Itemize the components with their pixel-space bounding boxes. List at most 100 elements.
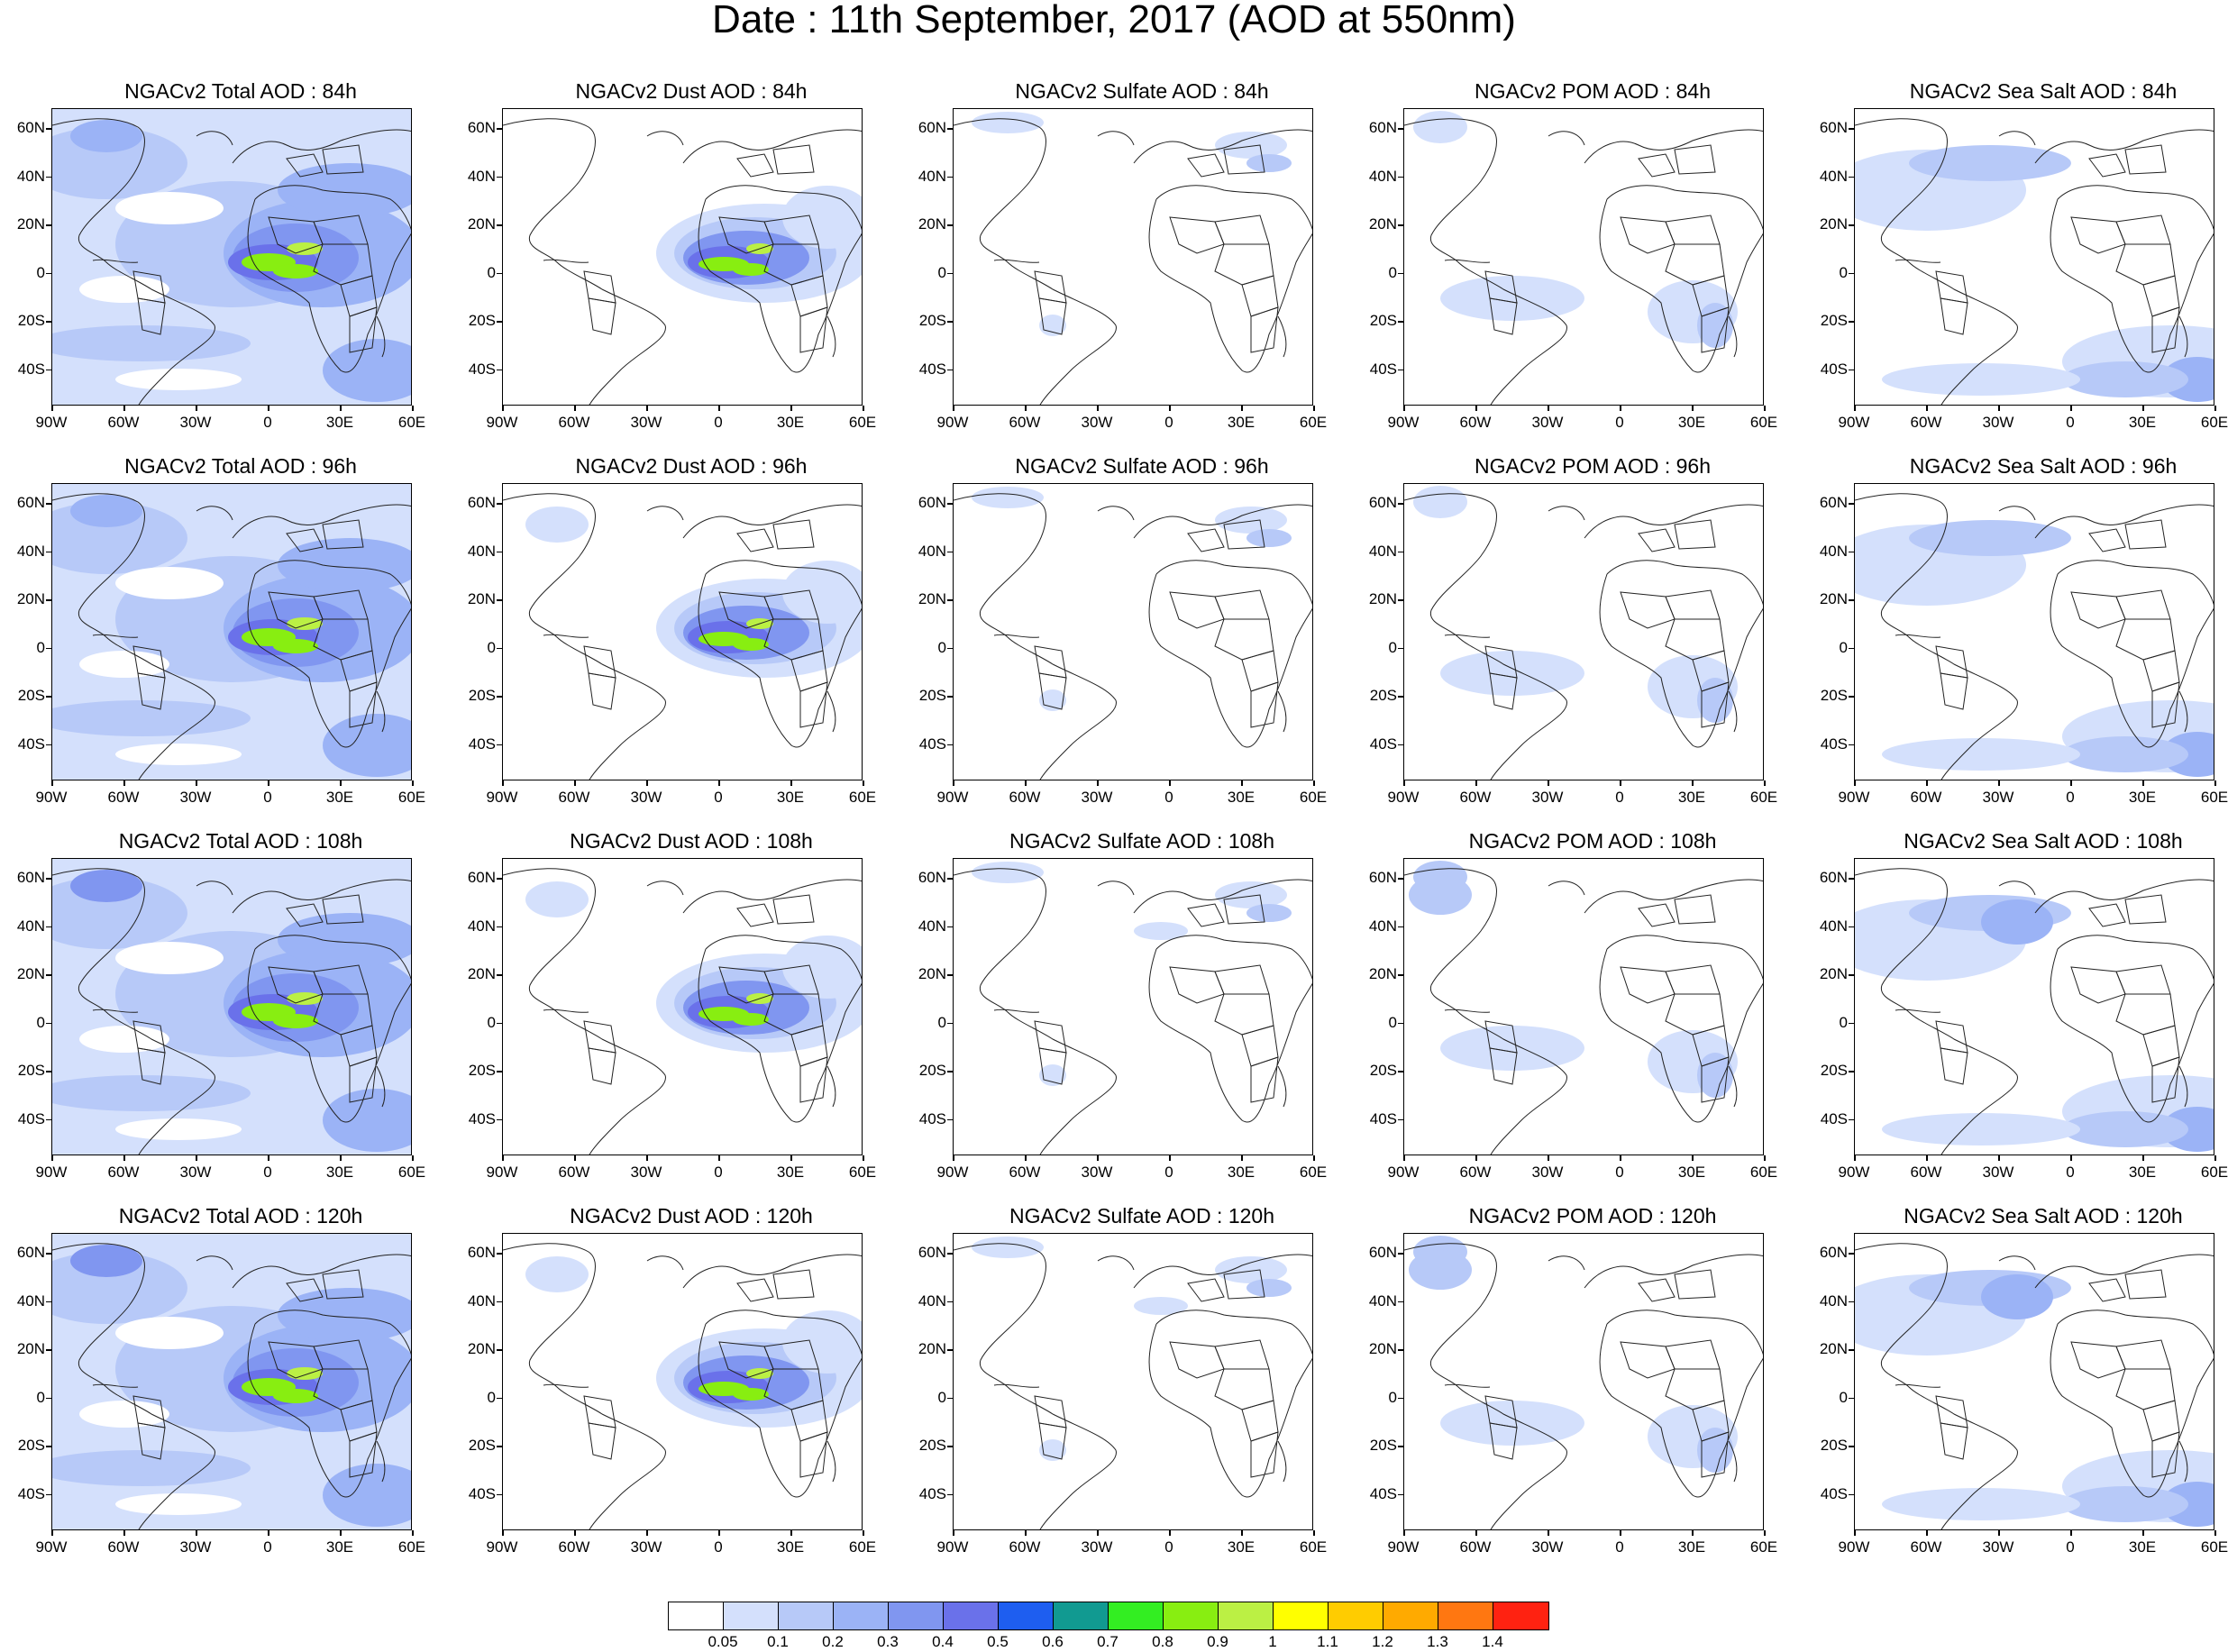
coastline-outline	[2124, 144, 2167, 175]
coastline-outline	[1584, 879, 1763, 914]
coastline-outline	[286, 903, 324, 927]
latitude-tick	[1849, 1253, 1854, 1255]
longitude-tick	[790, 1530, 792, 1536]
longitude-label: 90W	[486, 1538, 518, 1556]
aod-contour-region	[323, 1464, 411, 1527]
coastline-outline	[2070, 591, 2126, 629]
colorbar-label: 0.9	[1207, 1633, 1228, 1650]
coastline-outline	[1169, 591, 1225, 629]
map-panel: NGACv2 Sulfate AOD : 84h 60N 40N 20N 0 20S 40S…	[901, 79, 1352, 451]
aod-contour-region	[79, 1401, 169, 1428]
longitude-label: 0	[2066, 789, 2075, 806]
longitude-tick	[51, 780, 53, 786]
latitude-tick	[46, 1397, 51, 1399]
panel-title: NGACv2 Sulfate AOD : 108h	[1009, 829, 1275, 853]
longitude-label: 60E	[1299, 1164, 1328, 1181]
map-panel: NGACv2 Sea Salt AOD : 84h 60N 40N 20N 0 20S 40…	[1803, 79, 2228, 451]
longitude-tick	[646, 780, 648, 786]
longitude-label: 30W	[1531, 789, 1564, 806]
latitude-tick	[1849, 1071, 1854, 1072]
latitude-tick	[1849, 878, 1854, 880]
latitude-tick	[947, 974, 953, 976]
coastline-outline	[1223, 1269, 1265, 1300]
aod-contour-region	[1246, 904, 1292, 922]
coastline-outline	[682, 879, 862, 914]
longitude-tick	[1926, 780, 1928, 786]
latitude-label: 60N	[1368, 494, 1397, 511]
aod-contour-region	[525, 507, 589, 543]
coastline-outline	[1241, 1025, 1279, 1067]
latitude-tick	[1849, 176, 1854, 178]
latitude-label: 20S	[468, 1062, 496, 1079]
aod-contour-region	[52, 700, 251, 736]
map-plot-area	[1854, 1233, 2214, 1530]
longitude-label: 60W	[1009, 414, 1041, 431]
panel-title: NGACv2 Sulfate AOD : 120h	[1009, 1204, 1275, 1228]
longitude-label: 30W	[1531, 1164, 1564, 1181]
longitude-label: 60E	[1299, 1538, 1328, 1556]
latitude-label: 40S	[468, 360, 496, 378]
longitude-tick	[1097, 1530, 1099, 1536]
coastline-outline	[1241, 650, 1279, 692]
colorbar-label: 1	[1268, 1633, 1277, 1650]
aod-contour-region	[782, 561, 862, 624]
latitude-label: 20N	[918, 215, 946, 233]
latitude-tick	[46, 1301, 51, 1302]
longitude-tick	[1998, 1155, 2000, 1161]
longitude-label: 30W	[179, 789, 212, 806]
longitude-tick	[1548, 1530, 1549, 1536]
latitude-label: 40N	[16, 917, 45, 935]
aod-field-map	[503, 118, 862, 405]
longitude-label: 30W	[1081, 789, 1113, 806]
coastline-outline	[1638, 1278, 1676, 1302]
coastline-outline	[736, 1278, 774, 1302]
coastline-outline	[698, 573, 862, 748]
latitude-tick	[1849, 1493, 1854, 1495]
longitude-label: 60W	[558, 414, 590, 431]
coastline-outline	[52, 1243, 215, 1529]
map-plot-area	[502, 1233, 863, 1530]
latitude-label: 40S	[918, 1484, 946, 1502]
aod-contour-region	[1215, 1256, 1287, 1283]
longitude-tick	[502, 406, 504, 411]
longitude-label: 60W	[1910, 1538, 1942, 1556]
coastline-outline	[247, 948, 411, 1123]
latitude-label: 0	[487, 263, 496, 281]
aod-contour-region	[1882, 1488, 2080, 1520]
latitude-label: 20N	[16, 965, 45, 982]
longitude-label: 30W	[1531, 414, 1564, 431]
latitude-tick	[947, 503, 953, 505]
colorbar-labels: 0.05 0.1 0.2 0.3 0.4 0.5 0.6 0.7 0.8 0.9 1 1.1 1.2 1.…	[668, 1634, 1560, 1652]
latitude-tick	[46, 599, 51, 601]
coastline-outline	[2050, 198, 2214, 373]
longitude-label: 60E	[2200, 1164, 2228, 1181]
latitude-label: 20N	[1819, 1340, 1848, 1357]
coastline-outline	[1940, 1047, 1968, 1085]
latitude-label: 20N	[16, 1340, 45, 1357]
longitude-label: 0	[1615, 1164, 1624, 1181]
coastline-outline	[799, 1431, 828, 1478]
latitude-tick	[1849, 696, 1854, 698]
longitude-label: 60E	[397, 789, 426, 806]
aod-contour-region	[278, 913, 411, 967]
aod-contour-region	[1882, 738, 2080, 771]
longitude-tick	[646, 1155, 648, 1161]
longitude-label: 60W	[1009, 789, 1041, 806]
latitude-tick	[947, 1118, 953, 1120]
latitude-tick	[947, 272, 953, 274]
map-plot-area	[1403, 108, 1764, 406]
longitude-tick	[502, 1530, 504, 1536]
latitude-tick	[497, 1301, 502, 1302]
coastline-outline	[1155, 935, 1312, 981]
longitude-tick	[1926, 406, 1928, 411]
latitude-label: 40S	[918, 1109, 946, 1127]
coastline-outline	[1223, 894, 1265, 925]
longitude-label: 30E	[1227, 414, 1256, 431]
coastline-outline	[588, 672, 616, 710]
coastline-outline	[1038, 1422, 1067, 1460]
latitude-label: 20N	[1819, 215, 1848, 233]
latitude-label: 60N	[1368, 1244, 1397, 1261]
latitude-tick	[497, 599, 502, 601]
longitude-tick	[2214, 1530, 2216, 1536]
coastline-outline	[1155, 560, 1312, 606]
